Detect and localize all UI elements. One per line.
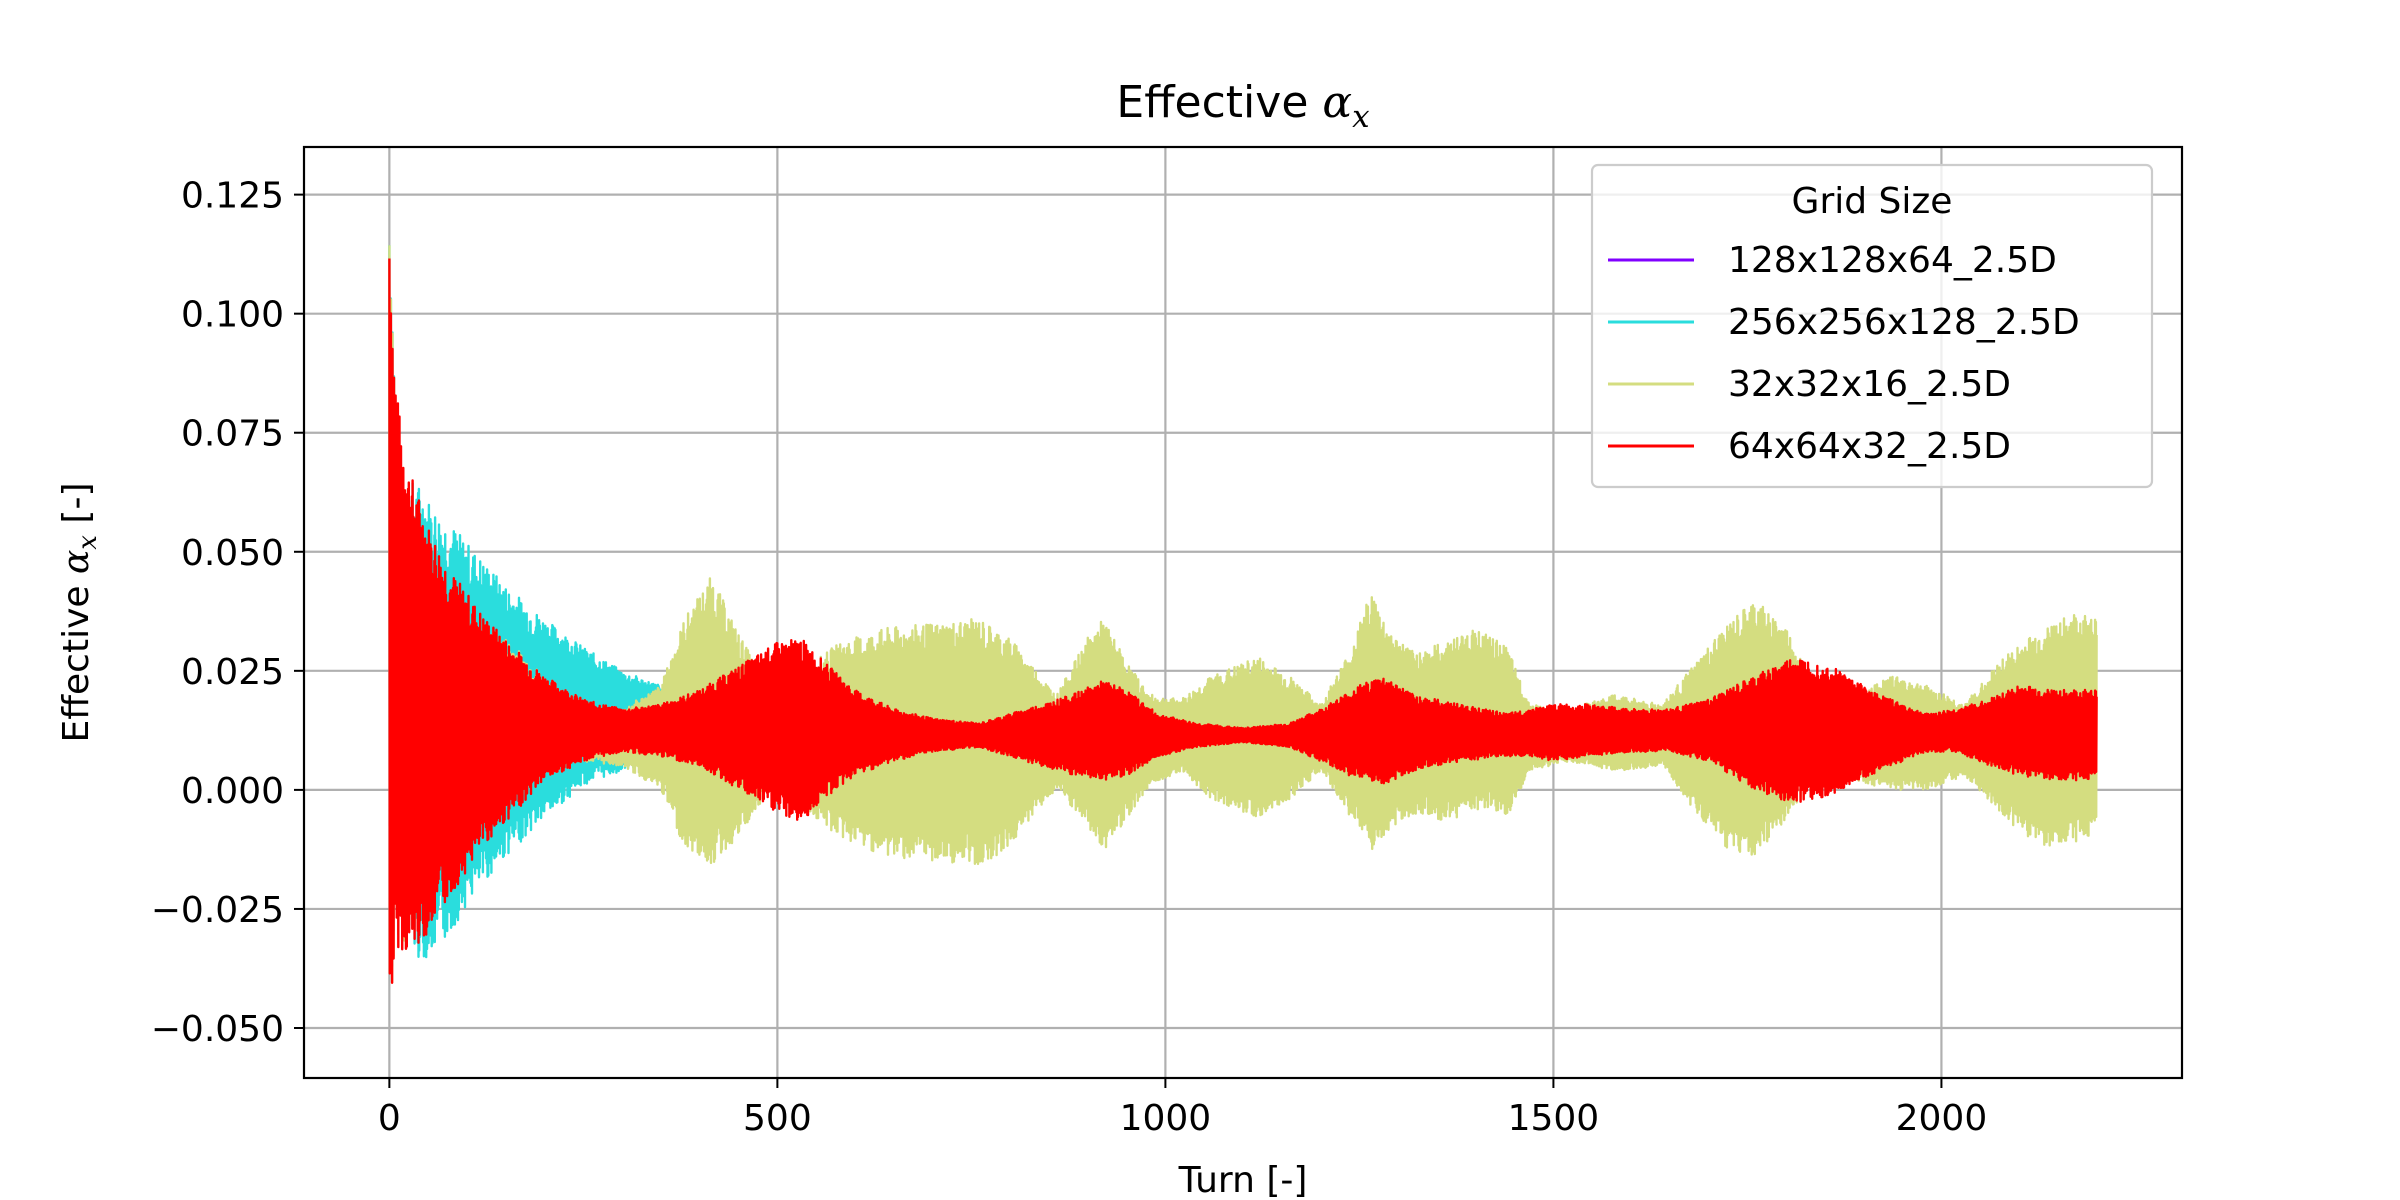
series-line: [388, 258, 2098, 984]
y-tick-label: 0.025: [181, 652, 284, 693]
y-tick-label: 0.075: [181, 414, 284, 455]
y-tick-label: 0.100: [181, 295, 284, 336]
legend-entry-label: 64x64x32_2.5D: [1728, 426, 2011, 467]
legend: Grid Size 128x128x64_2.5D 256x256x128_2.5…: [1590, 163, 2154, 489]
y-tick-label: −0.025: [151, 890, 284, 931]
y-axis-label-suffix: [-]: [56, 482, 97, 535]
x-tick-label: 1500: [1508, 1098, 1600, 1139]
y-tick-label: 0.125: [181, 176, 284, 217]
y-tick-label: 0.000: [181, 771, 284, 812]
x-tick-label: 500: [743, 1098, 812, 1139]
y-axis-label-subscript: x: [73, 535, 103, 550]
x-axis-label: Turn [-]: [1178, 1160, 1308, 1200]
title-text: Effective: [1116, 77, 1322, 128]
plot-frame: [302, 145, 2184, 1080]
y-axis-label-symbol: α: [56, 550, 97, 574]
y-tick-label: −0.050: [151, 1009, 284, 1050]
legend-title: Grid Size: [1792, 181, 1953, 222]
x-tick-label: 0: [378, 1098, 401, 1139]
series-layer: [388, 245, 2098, 984]
x-tick-label: 2000: [1896, 1098, 1988, 1139]
legend-entry-label: 256x256x128_2.5D: [1728, 302, 2080, 343]
y-axis-label-text: Effective: [56, 574, 97, 743]
legend-entries: 128x128x64_2.5D 256x256x128_2.5D 32x32x16_…: [1608, 240, 2080, 467]
title-symbol: α: [1322, 77, 1352, 128]
legend-entry-label: 128x128x64_2.5D: [1728, 240, 2057, 281]
legend-entry-label: 32x32x16_2.5D: [1728, 364, 2011, 405]
y-tick-label: 0.050: [181, 533, 284, 574]
legend-box: [1590, 163, 2154, 489]
x-tick-label: 1000: [1120, 1098, 1212, 1139]
y-axis-label: Effective αx [-]: [56, 482, 103, 742]
ticks: 0 500 1000 1500 2000 −0.050 −0.025 0.000 0.025 0.…: [151, 176, 1987, 1139]
title-subscript: x: [1352, 99, 1370, 135]
chart-title: Effective αx: [1116, 77, 1370, 135]
